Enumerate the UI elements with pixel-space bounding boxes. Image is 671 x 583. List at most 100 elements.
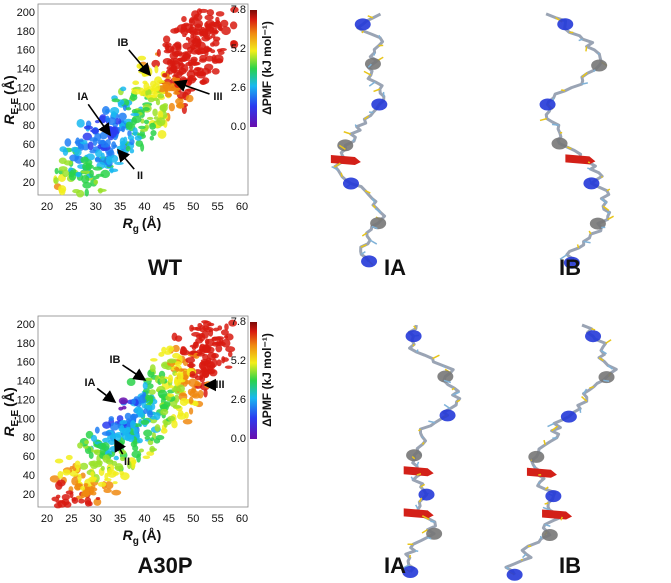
y-tick-label: 180: [17, 338, 35, 350]
density-blob: [189, 24, 194, 32]
annotation-label: III: [215, 379, 224, 391]
side-chain: [426, 536, 432, 540]
side-chain: [410, 476, 414, 481]
density-blob: [216, 339, 222, 346]
density-blob: [188, 407, 194, 415]
density-blob: [149, 122, 156, 130]
y-tick-label: 20: [23, 177, 35, 189]
side-chain: [585, 46, 588, 52]
density-blob: [190, 58, 198, 63]
side-chain: [598, 357, 604, 362]
helix: [598, 371, 615, 384]
side-chain: [607, 215, 614, 221]
colorbar: [250, 10, 257, 127]
side-chain: [539, 117, 548, 122]
density-blob: [166, 345, 175, 353]
annotation-label: II: [137, 170, 143, 182]
density-blob: [97, 188, 107, 193]
y-tick-label: 160: [17, 45, 35, 57]
side-chain: [428, 420, 436, 424]
label-unit: (Å): [142, 215, 161, 231]
density-blob: [168, 385, 175, 389]
side-chain: [607, 364, 613, 370]
density-blob: [193, 13, 203, 21]
density-blob: [53, 177, 59, 184]
side-chain: [544, 502, 549, 505]
density-blob: [129, 148, 135, 154]
side-chain: [560, 516, 563, 521]
x-tick-label: 55: [212, 201, 224, 213]
density-blob: [100, 152, 105, 161]
density-blob: [57, 470, 64, 479]
density-blob: [76, 189, 85, 198]
density-blob: [157, 93, 165, 99]
density-blob: [138, 87, 145, 97]
density-blob: [152, 83, 161, 92]
density-blob: [130, 420, 136, 429]
side-chain: [378, 34, 381, 39]
density-blob: [205, 55, 214, 62]
density-blob: [147, 97, 155, 103]
density-blob: [195, 337, 204, 344]
density-blob: [77, 442, 83, 449]
density-blob: [209, 368, 218, 377]
density-blob: [113, 455, 119, 461]
density-blob: [162, 103, 169, 108]
density-blob: [144, 436, 151, 440]
density-blob: [119, 456, 126, 462]
structure-label: IA: [384, 255, 406, 280]
density-blob: [174, 41, 182, 49]
side-chain: [374, 207, 382, 214]
side-chain: [416, 349, 419, 353]
density-blob: [156, 49, 161, 57]
helix: [371, 98, 388, 111]
density-blob: [120, 472, 130, 481]
density-blob: [157, 389, 168, 398]
density-blob: [106, 459, 114, 463]
helix: [506, 568, 523, 581]
density-blob: [61, 498, 70, 506]
density-blob: [185, 94, 194, 103]
density-blob: [142, 381, 148, 390]
y-tick-label: 60: [23, 451, 35, 463]
side-chain: [364, 189, 371, 194]
density-blob: [186, 70, 196, 79]
annotation-label: IB: [110, 354, 121, 366]
density-blob: [193, 401, 199, 407]
density-blob: [135, 140, 144, 147]
density-blob: [62, 469, 71, 476]
density-blob: [68, 171, 73, 177]
colorbar-title: ΔPMF (kJ mol⁻¹): [260, 21, 274, 115]
density-blob: [49, 475, 60, 483]
density-blob: [188, 17, 196, 26]
density-blob: [165, 365, 172, 371]
side-chain: [591, 328, 596, 331]
density-blob: [61, 493, 70, 501]
density-blob: [173, 367, 180, 371]
density-blob: [122, 429, 127, 436]
density-blob: [75, 171, 82, 178]
strand: [330, 155, 361, 166]
structure-label: IB: [559, 255, 581, 280]
density-blob: [179, 349, 190, 356]
side-chain: [443, 403, 451, 410]
y-axis-label: RE-E (Å): [1, 75, 21, 124]
helix: [342, 177, 359, 190]
density-blob: [176, 384, 185, 393]
density-blob: [79, 462, 89, 470]
side-chain: [588, 230, 592, 235]
density-blob: [181, 15, 187, 23]
density-blob: [197, 72, 206, 77]
x-tick-label: 35: [114, 513, 126, 525]
density-blob: [149, 447, 157, 452]
side-chain: [338, 144, 346, 150]
density-blob: [129, 93, 138, 101]
side-chain: [547, 422, 555, 428]
density-blob: [172, 344, 180, 353]
density-blob: [188, 65, 194, 70]
density-blob: [127, 135, 135, 141]
density-blob: [149, 364, 156, 373]
side-chain: [456, 399, 461, 403]
side-chain: [603, 379, 610, 383]
side-chain: [416, 473, 422, 476]
